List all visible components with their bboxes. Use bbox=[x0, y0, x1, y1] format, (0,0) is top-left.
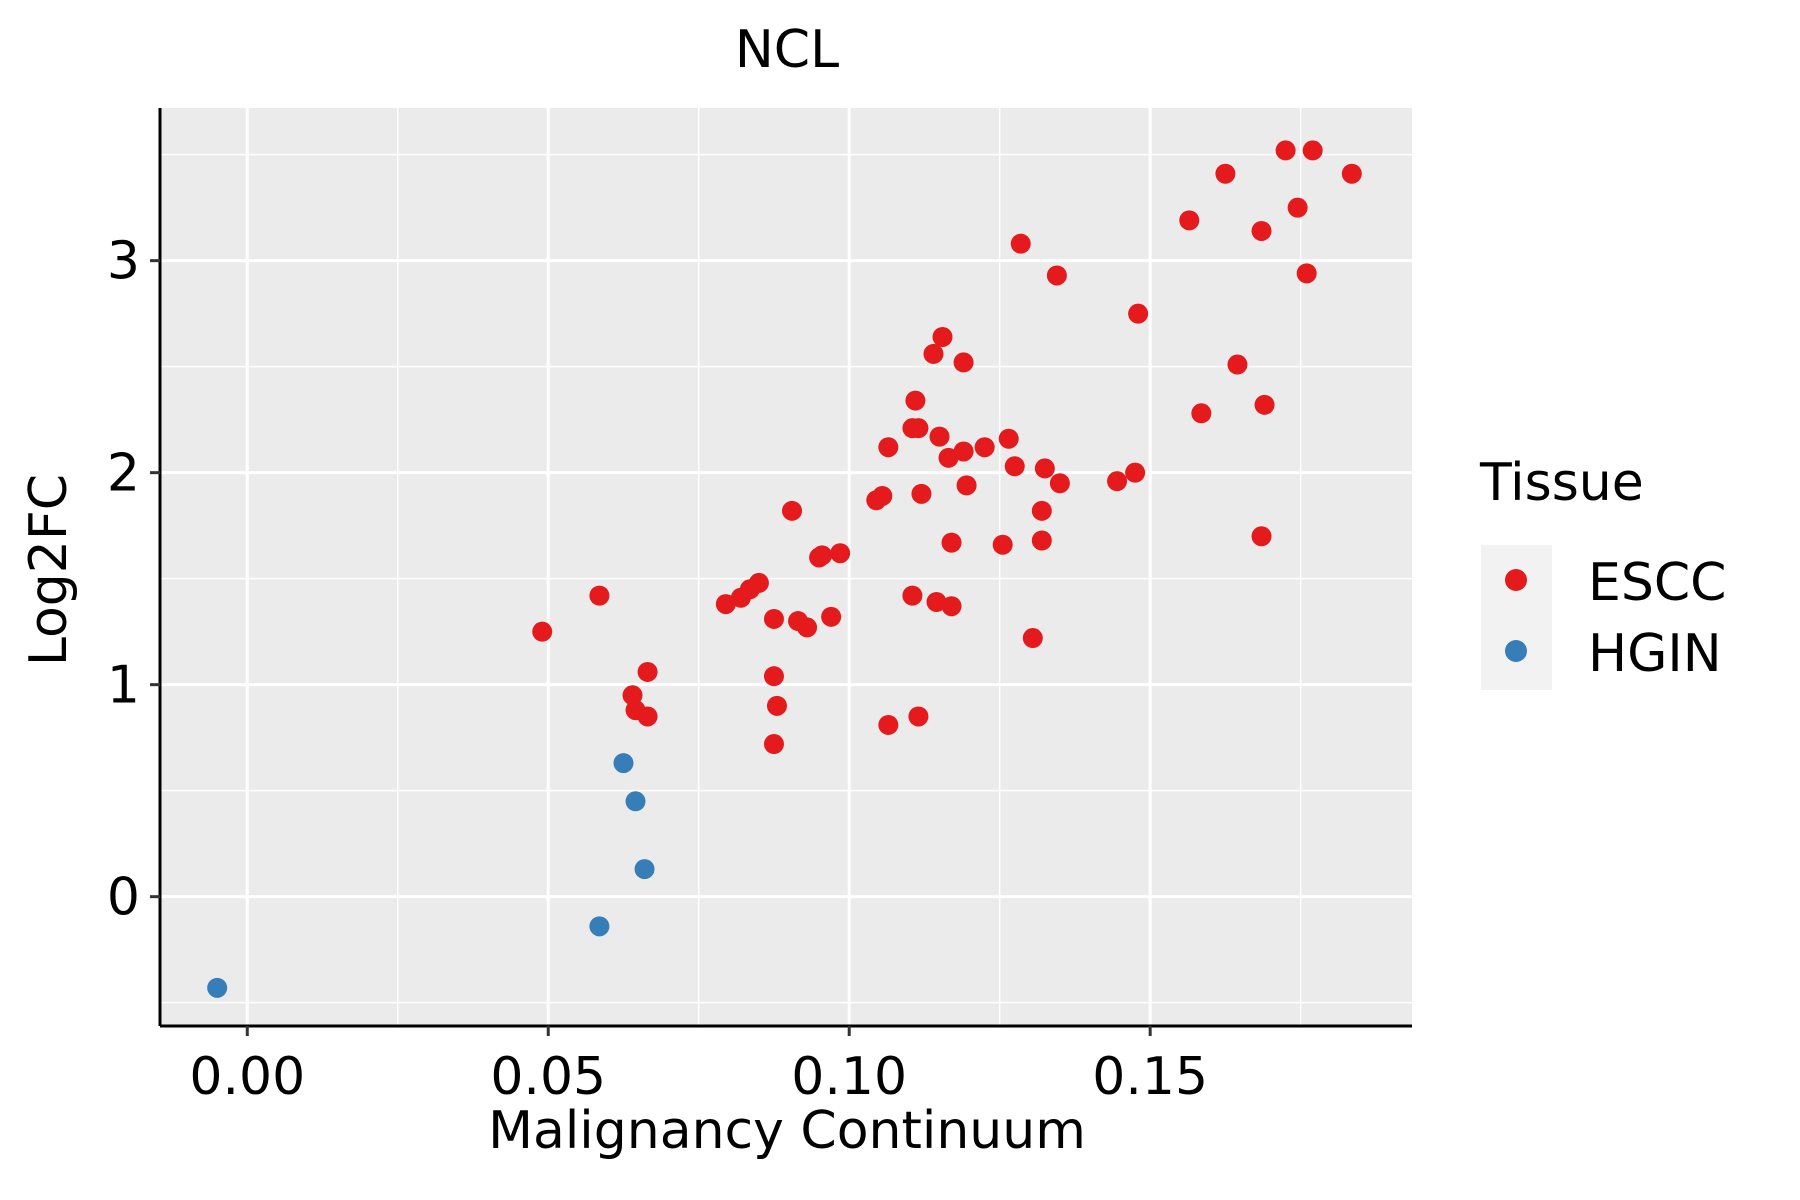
point-escc bbox=[938, 447, 959, 468]
point-hgin bbox=[634, 859, 655, 880]
point-escc bbox=[1296, 263, 1317, 284]
point-escc bbox=[941, 532, 962, 553]
x-tick-label: 0.15 bbox=[1092, 1047, 1208, 1107]
point-escc bbox=[1022, 628, 1043, 649]
point-escc bbox=[1125, 462, 1146, 483]
point-escc bbox=[878, 437, 899, 458]
point-escc bbox=[812, 545, 833, 566]
grid-major bbox=[160, 108, 1412, 1026]
point-escc bbox=[1254, 394, 1275, 415]
x-tick-label: 0.10 bbox=[791, 1047, 907, 1107]
point-escc bbox=[763, 666, 784, 687]
plot-panel bbox=[160, 108, 1412, 1026]
point-escc bbox=[763, 608, 784, 629]
point-escc bbox=[797, 617, 818, 638]
x-tick-label: 0.00 bbox=[189, 1047, 305, 1107]
legend-key-hgin bbox=[1505, 640, 1527, 662]
y-tick-label: 1 bbox=[107, 656, 140, 716]
point-escc bbox=[715, 594, 736, 615]
point-escc bbox=[923, 343, 944, 364]
y-tick-label: 3 bbox=[107, 232, 140, 292]
legend-key-escc bbox=[1505, 569, 1527, 591]
point-escc bbox=[637, 706, 658, 727]
point-escc bbox=[1004, 456, 1025, 477]
point-escc bbox=[1034, 458, 1055, 479]
point-escc bbox=[1049, 473, 1070, 494]
point-escc bbox=[748, 572, 769, 593]
point-escc bbox=[1010, 233, 1031, 254]
point-escc bbox=[992, 534, 1013, 555]
point-escc bbox=[926, 591, 947, 612]
legend-key-background bbox=[1481, 545, 1552, 690]
point-hgin bbox=[207, 977, 228, 998]
point-escc bbox=[1287, 197, 1308, 218]
point-escc bbox=[766, 695, 787, 716]
point-hgin bbox=[625, 791, 646, 812]
point-escc bbox=[1046, 265, 1067, 286]
point-escc bbox=[532, 621, 553, 642]
point-escc bbox=[1251, 526, 1272, 547]
point-escc bbox=[908, 418, 929, 439]
y-tick-label: 0 bbox=[107, 868, 140, 928]
x-tick-label: 0.05 bbox=[490, 1047, 606, 1107]
point-escc bbox=[1275, 140, 1296, 161]
point-hgin bbox=[613, 753, 634, 774]
point-escc bbox=[1215, 163, 1236, 184]
point-escc bbox=[953, 441, 974, 462]
data-points bbox=[207, 140, 1362, 998]
chart-title: NCL bbox=[735, 20, 839, 80]
point-escc bbox=[908, 706, 929, 727]
point-escc bbox=[878, 714, 899, 735]
point-escc bbox=[622, 685, 643, 706]
point-escc bbox=[905, 390, 926, 411]
point-escc bbox=[902, 585, 923, 606]
point-escc bbox=[953, 352, 974, 373]
point-escc bbox=[911, 483, 932, 504]
point-escc bbox=[956, 475, 977, 496]
y-axis-ticks: 0 1 2 3 bbox=[107, 232, 160, 928]
point-escc bbox=[1251, 220, 1272, 241]
point-escc bbox=[589, 585, 610, 606]
point-escc bbox=[1107, 471, 1128, 492]
point-escc bbox=[821, 606, 842, 627]
legend-label-hgin: HGIN bbox=[1588, 624, 1722, 684]
legend-label-escc: ESCC bbox=[1588, 553, 1726, 613]
y-tick-label: 2 bbox=[107, 444, 140, 504]
point-escc bbox=[1302, 140, 1323, 161]
point-escc bbox=[974, 437, 995, 458]
legend-title: Tissue bbox=[1479, 453, 1644, 513]
point-escc bbox=[1031, 500, 1052, 521]
point-escc bbox=[932, 326, 953, 347]
point-escc bbox=[1227, 354, 1248, 375]
y-axis-label: Log2FC bbox=[19, 474, 79, 666]
point-escc bbox=[1031, 530, 1052, 551]
point-escc bbox=[1128, 303, 1149, 324]
point-escc bbox=[1179, 210, 1200, 231]
point-escc bbox=[637, 661, 658, 682]
point-escc bbox=[929, 426, 950, 447]
x-axis-label: Malignancy Continuum bbox=[488, 1101, 1086, 1161]
point-escc bbox=[872, 485, 893, 506]
point-hgin bbox=[589, 916, 610, 937]
point-escc bbox=[941, 596, 962, 617]
point-escc bbox=[763, 734, 784, 755]
point-escc bbox=[830, 543, 851, 564]
point-escc bbox=[1341, 163, 1362, 184]
point-escc bbox=[1191, 403, 1212, 424]
legend: Tissue ESCC HGIN bbox=[1479, 453, 1726, 690]
point-escc bbox=[782, 500, 803, 521]
x-axis-ticks: 0.00 0.05 0.10 0.15 bbox=[189, 1026, 1208, 1107]
point-escc bbox=[998, 428, 1019, 449]
